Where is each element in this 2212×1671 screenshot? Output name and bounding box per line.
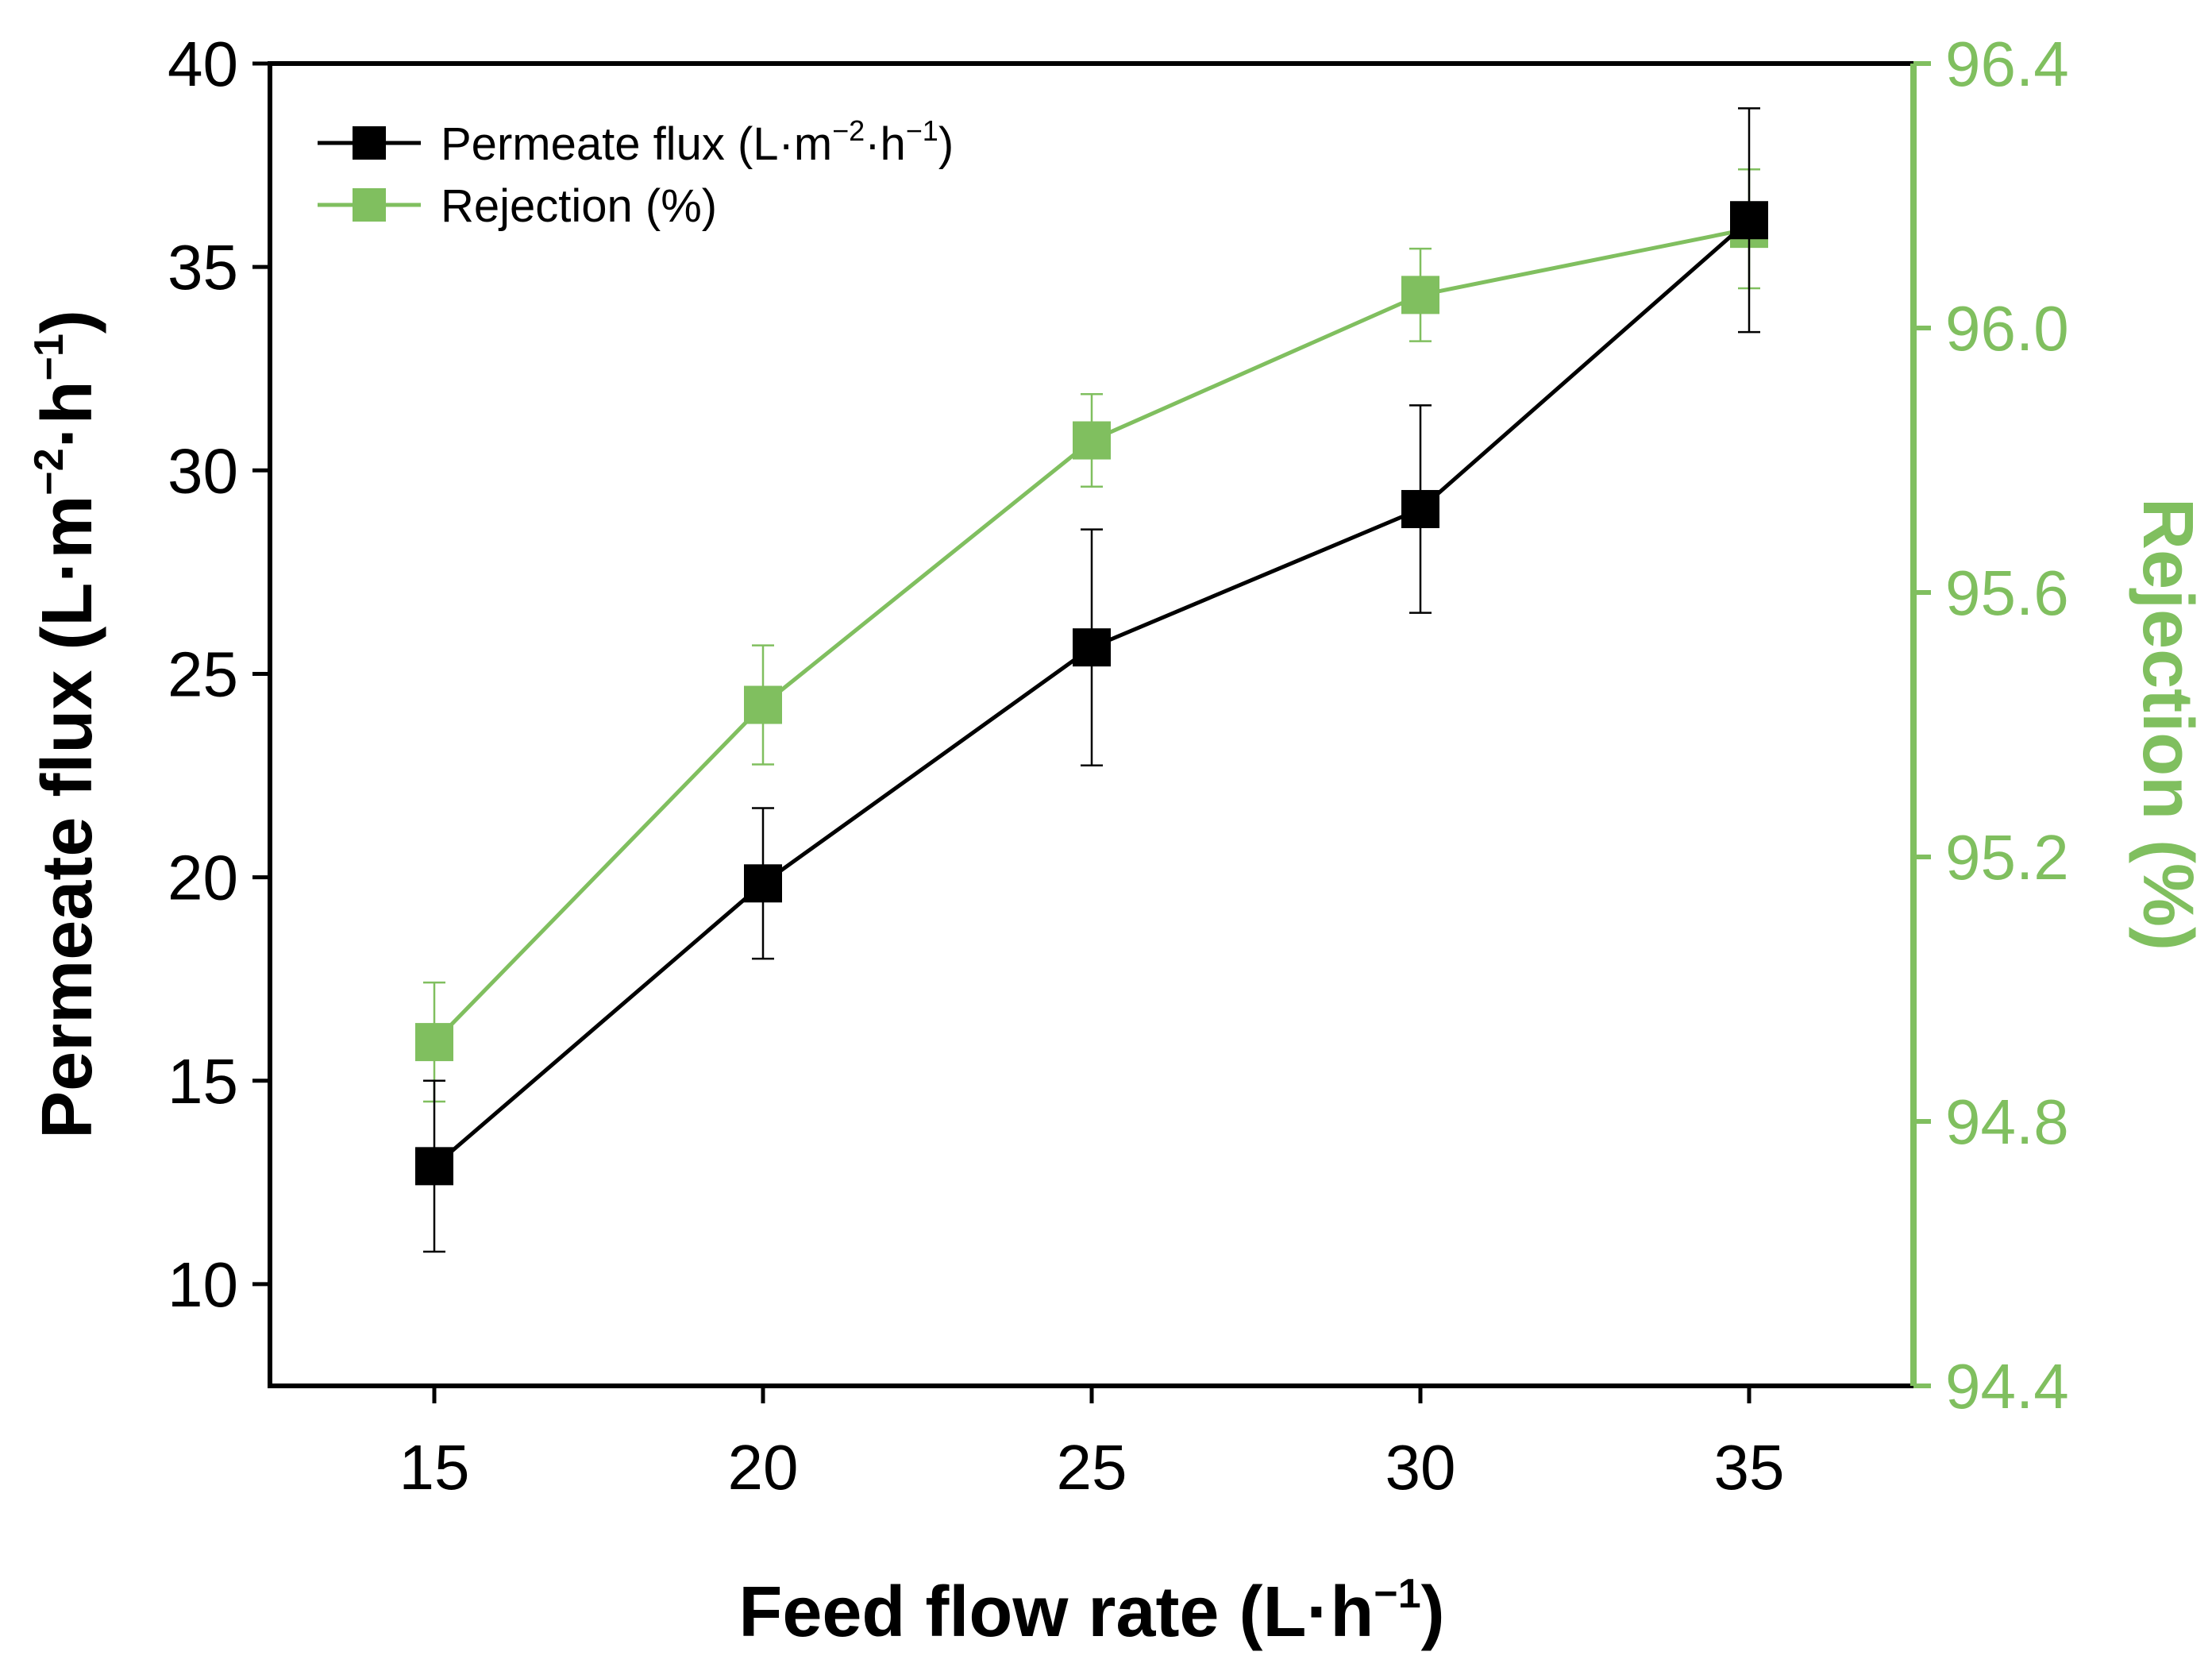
legend-flux-label: Permeate flux (L·m−2·h−1) [441, 114, 954, 170]
legend-rejection-marker [353, 188, 386, 222]
right-y-tick-label: 95.6 [1945, 558, 2069, 628]
right-y-tick-label: 95.2 [1945, 822, 2069, 893]
x-axis-title: Feed flow rate (L·h−1) [738, 1571, 1444, 1652]
left-y-tick-label: 40 [168, 29, 238, 99]
rejection-marker [1073, 421, 1111, 460]
left-axis-title-mid: ·h [28, 380, 107, 448]
legend: Permeate flux (L·m−2·h−1) Rejection (%) [318, 114, 954, 232]
right-y-tick-label: 94.4 [1945, 1351, 2069, 1422]
flux-marker [1073, 628, 1111, 667]
x-tick-label: 20 [728, 1432, 799, 1503]
x-axis-ticks: 15 20 25 30 35 [399, 1386, 1785, 1503]
left-y-tick-label: 25 [168, 639, 238, 709]
left-axis-title-sup2: −1 [26, 334, 72, 380]
left-axis-title-sup1: −2 [26, 448, 72, 495]
left-y-axis-ticks: 10 15 20 25 30 35 40 [168, 29, 270, 1320]
legend-flux-label-sup1: −2 [832, 114, 865, 147]
right-y-tick-label: 94.8 [1945, 1086, 2069, 1157]
legend-flux-marker [353, 126, 386, 160]
x-tick-label: 25 [1057, 1432, 1127, 1503]
x-tick-label: 35 [1714, 1432, 1785, 1503]
right-y-axis-ticks: 94.4 94.8 95.2 95.6 96.0 96.4 [1913, 29, 2069, 1422]
rejection-marker [1401, 276, 1439, 315]
rejection-marker [744, 685, 782, 724]
x-tick-label: 30 [1385, 1432, 1456, 1503]
left-axis-title: Permeate flux (L·m−2·h−1) [26, 310, 107, 1139]
x-axis-title-close: ) [1421, 1573, 1445, 1652]
right-y-tick-label: 96.0 [1945, 293, 2069, 364]
permeate-flux-series [415, 107, 1768, 1253]
right-axis-title: Rejection (%) [2128, 498, 2207, 951]
x-axis-title-main: Feed flow rate (L·h [738, 1573, 1374, 1652]
legend-flux-label-close: ) [938, 118, 954, 170]
legend-flux-label-mid: ·h [865, 118, 906, 170]
x-tick-label: 15 [399, 1432, 470, 1503]
flux-marker [744, 864, 782, 903]
left-y-tick-label: 35 [168, 232, 238, 303]
flux-marker [1730, 201, 1768, 240]
left-axis-title-main: Permeate flux (L·m [28, 496, 107, 1139]
rejection-marker [415, 1023, 453, 1062]
left-y-tick-label: 10 [168, 1249, 238, 1320]
legend-flux-label-main: Permeate flux (L·m [441, 118, 832, 170]
right-y-tick-label: 96.4 [1945, 29, 2069, 99]
left-y-tick-label: 20 [168, 843, 238, 913]
flux-marker [415, 1147, 453, 1186]
left-y-tick-label: 15 [168, 1046, 238, 1117]
left-y-tick-label: 30 [168, 435, 238, 506]
x-axis-title-sup: −1 [1374, 1571, 1420, 1617]
left-axis-title-close: ) [28, 310, 107, 334]
legend-flux-label-sup2: −1 [906, 114, 938, 147]
legend-rejection-label: Rejection (%) [441, 180, 717, 232]
flux-marker [1401, 489, 1439, 528]
